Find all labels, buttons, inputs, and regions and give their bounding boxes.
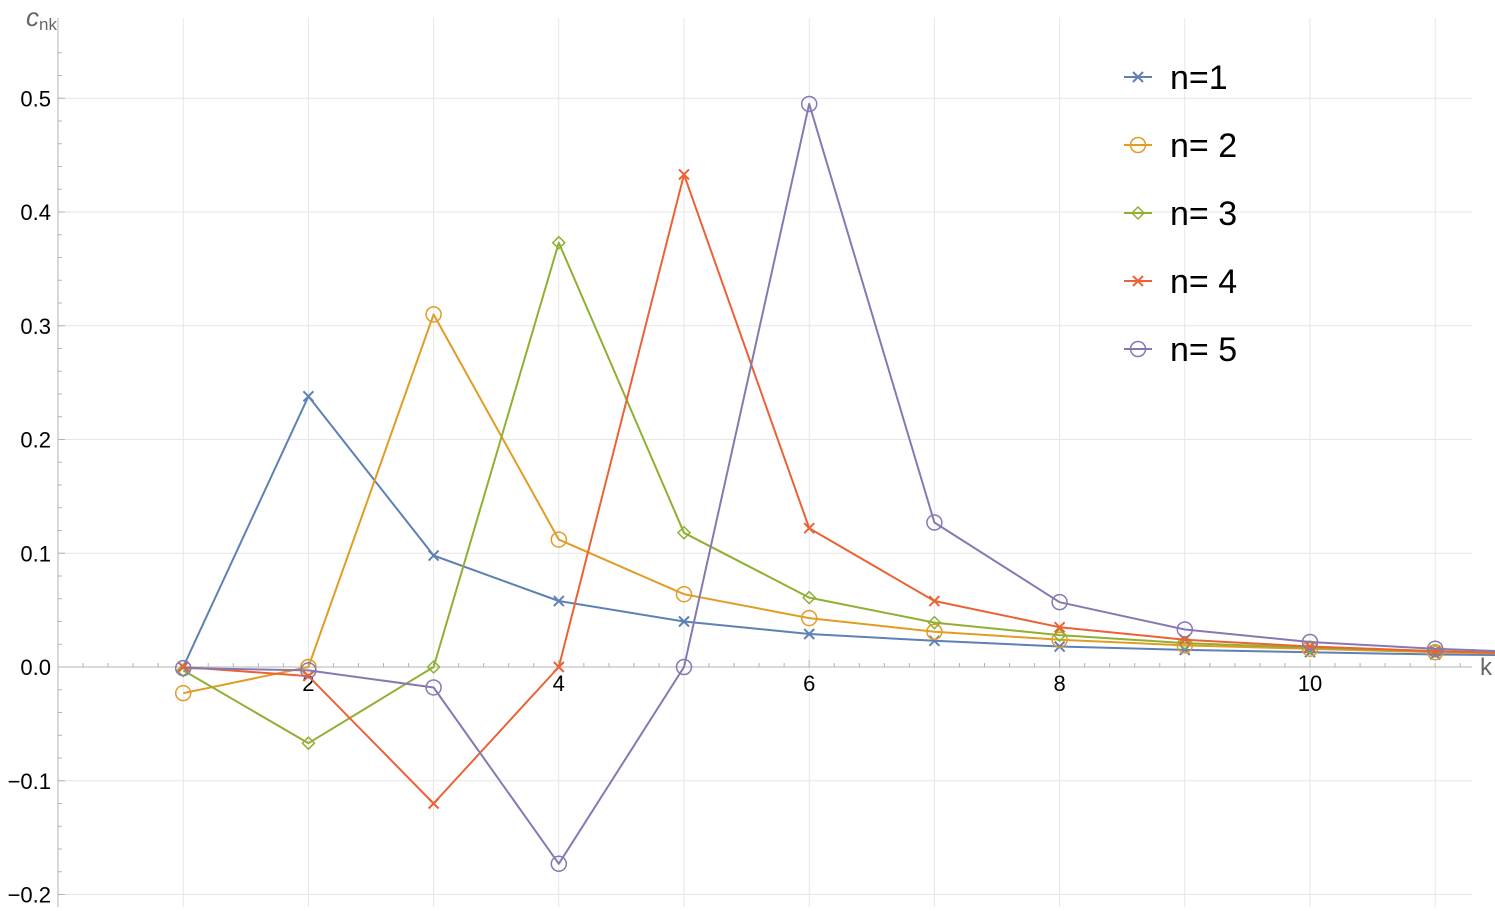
data-point	[803, 522, 815, 534]
tick-labels: 24681012−0.2−0.10.00.10.20.30.40.5	[8, 86, 1323, 908]
data-point	[550, 855, 568, 873]
axes	[57, 18, 1472, 907]
data-point	[1130, 205, 1146, 221]
legend-label: n= 3	[1170, 195, 1237, 233]
data-point	[1132, 71, 1144, 83]
data-point	[928, 595, 941, 607]
legend-item-2: n= 2	[1124, 127, 1237, 165]
legend: n=1 n= 2 n= 3 n= 4 n= 5	[1124, 59, 1237, 369]
data-point	[1051, 631, 1068, 648]
legend-label: n=1	[1170, 59, 1228, 97]
data-point	[803, 628, 815, 640]
y-tick-label: 0.5	[20, 86, 51, 111]
data-point	[301, 736, 316, 751]
data-point	[1129, 136, 1147, 154]
data-point	[926, 514, 943, 531]
data-point	[553, 595, 565, 607]
data-point	[800, 95, 818, 113]
legend-item-1: n=1	[1124, 59, 1228, 97]
data-point	[1052, 628, 1067, 643]
data-point	[1053, 621, 1066, 633]
legend-item-5: n= 5	[1124, 331, 1237, 369]
data-point	[174, 659, 192, 677]
y-tick-label: 0.1	[20, 541, 51, 566]
data-point	[550, 531, 568, 548]
series-line	[183, 102, 1495, 865]
x-axis-label: k	[1480, 654, 1493, 681]
gridlines	[58, 18, 1472, 907]
data-point	[1177, 636, 1192, 651]
data-point	[551, 235, 566, 250]
series-line	[182, 241, 1495, 745]
legend-label: n= 2	[1170, 127, 1237, 165]
data-point	[302, 390, 315, 402]
data-point	[553, 661, 565, 673]
data-point	[676, 525, 692, 540]
data-point	[802, 590, 817, 605]
series-line	[183, 173, 1495, 805]
y-tick-label: −0.2	[8, 883, 51, 908]
data-point	[1129, 340, 1147, 358]
data-point	[926, 623, 943, 640]
data-point	[1051, 593, 1068, 611]
data-point	[427, 549, 440, 562]
data-point	[426, 659, 441, 675]
data-point	[1301, 633, 1319, 651]
data-point	[675, 658, 693, 676]
legend-label: n= 4	[1170, 263, 1237, 301]
legend-item-3: n= 3	[1124, 195, 1237, 233]
x-tick-label: 4	[553, 671, 565, 696]
data-series	[174, 95, 1495, 873]
data-point	[300, 662, 317, 679]
x-tick-label: 6	[803, 671, 815, 696]
legend-label: n= 5	[1170, 331, 1237, 369]
data-point	[678, 168, 690, 181]
y-axis-label: cnk	[26, 2, 57, 34]
y-tick-label: −0.1	[8, 769, 51, 794]
data-point	[1304, 640, 1316, 653]
series-4	[177, 168, 1495, 810]
data-point	[1176, 621, 1194, 638]
y-tick-label: 0.3	[20, 314, 51, 339]
y-tick-label: 0.0	[20, 655, 51, 680]
data-point	[425, 306, 442, 323]
y-tick-label: 0.2	[20, 428, 51, 453]
data-point	[425, 679, 442, 696]
data-point	[1132, 275, 1144, 287]
legend-item-4: n= 4	[1124, 263, 1237, 301]
data-point	[675, 585, 693, 603]
data-point	[927, 615, 942, 630]
x-tick-label: 8	[1053, 671, 1065, 696]
data-point	[174, 684, 192, 702]
data-point	[177, 661, 189, 673]
data-point	[678, 615, 690, 628]
data-point	[302, 670, 315, 682]
series-1	[177, 390, 1495, 673]
data-point	[800, 609, 818, 627]
x-tick-label: 10	[1298, 671, 1322, 696]
series-5	[174, 95, 1495, 873]
data-point	[427, 797, 440, 810]
data-point	[928, 635, 941, 647]
series-line	[182, 395, 1495, 668]
data-point	[1426, 640, 1444, 658]
y-tick-label: 0.4	[20, 200, 51, 225]
